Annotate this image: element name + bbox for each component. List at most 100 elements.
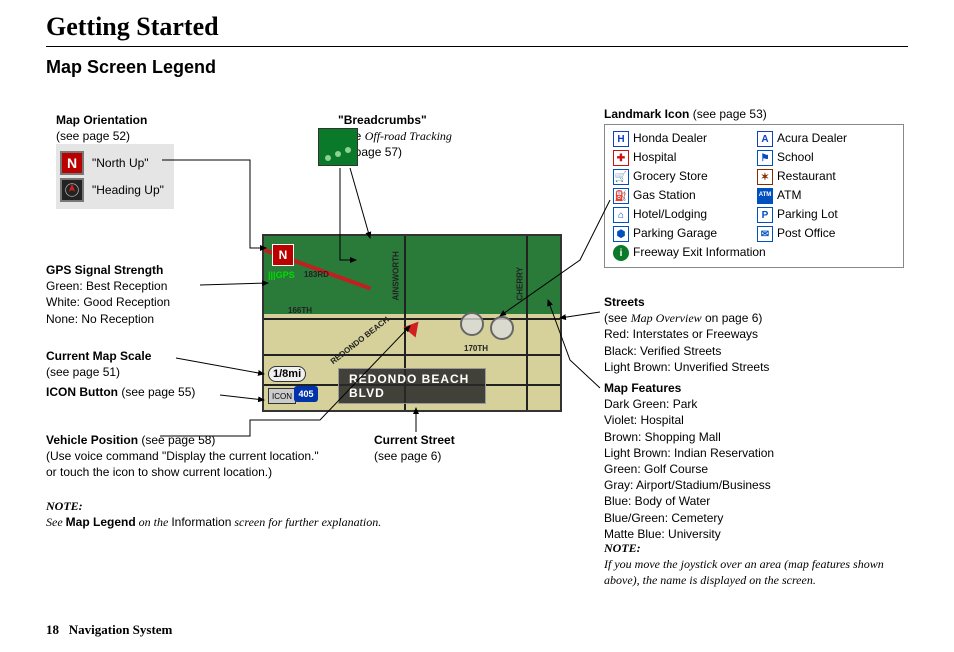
title-rule (46, 46, 908, 47)
gps-l3: None: No Reception (46, 311, 170, 327)
gps-l1: Green: Best Reception (46, 278, 170, 294)
hotel-icon: ⌂ (613, 207, 629, 223)
features-heading: Map Features (604, 380, 774, 396)
streets-heading: Streets (604, 294, 769, 310)
landmark-item: 🛒Grocery Store (613, 169, 751, 185)
landmark-label: Restaurant (777, 169, 836, 185)
hwy-shield: 405 (294, 386, 318, 402)
landmark-label: ATM (777, 188, 801, 204)
map-orientation-callout: Map Orientation (see page 52) (56, 112, 147, 144)
landmark-sub: (see page 53) (689, 107, 766, 121)
landmark-heading: Landmark Icon (604, 107, 689, 121)
hospital-icon: ✚ (613, 150, 629, 166)
landmark-label: School (777, 150, 814, 166)
streets-callout: Streets (see Map Overview on page 6) Red… (604, 294, 769, 375)
scale-heading: Current Map Scale (46, 349, 151, 363)
map-label: 183RD (304, 270, 329, 279)
landmark-item: ⚑School (757, 150, 895, 166)
feature-line: Dark Green: Park (604, 396, 774, 412)
landmark-item: ⌂Hotel/Lodging (613, 207, 751, 223)
map-poi-circle-1 (460, 312, 484, 336)
landmark-label: Parking Garage (633, 226, 717, 242)
feature-line: Gray: Airport/Stadium/Business (604, 477, 774, 493)
gas-icon: ⛽ (613, 188, 629, 204)
map-label: CHERRY (516, 267, 525, 300)
map-screenshot: N |||GPS 1/8mi ICON 405 183RD 166TH 170T… (262, 234, 562, 412)
atm-icon: ATM (757, 188, 773, 204)
page-footer: 18 Navigation System (46, 622, 172, 638)
map-north-icon: N (272, 244, 294, 266)
landmark-item: ATMATM (757, 188, 895, 204)
map-icon-button: ICON (268, 388, 296, 404)
map-street-v2 (526, 236, 528, 410)
note-right-text: If you move the joystick over an area (m… (604, 556, 904, 588)
current-street-sub: (see page 6) (374, 448, 455, 464)
map-orientation-heading: Map Orientation (56, 112, 147, 128)
landmark-item: HHonda Dealer (613, 131, 751, 147)
features-callout: Map Features Dark Green: ParkViolet: Hos… (604, 380, 774, 542)
feature-line: Violet: Hospital (604, 412, 774, 428)
grocery-icon: 🛒 (613, 169, 629, 185)
section-title: Map Screen Legend (0, 57, 954, 78)
current-street-heading: Current Street (374, 432, 455, 448)
heading-up-label: "Heading Up" (92, 183, 164, 197)
landmark-item: ✚Hospital (613, 150, 751, 166)
landmark-item: AAcura Dealer (757, 131, 895, 147)
streets-sub: (see Map Overview on page 6) (604, 310, 769, 326)
icon-button-sub: (see page 55) (118, 385, 195, 399)
vehicle-heading: Vehicle Position (46, 433, 138, 447)
landmark-label: Acura Dealer (777, 131, 847, 147)
map-label: REDONDO BEACH (329, 315, 391, 366)
vehicle-l2: or touch the icon to show current locati… (46, 464, 319, 480)
acura-icon: A (757, 131, 773, 147)
page-title: Getting Started (0, 0, 954, 46)
note-right: NOTE: If you move the joystick over an a… (604, 540, 904, 589)
feature-line: Brown: Shopping Mall (604, 429, 774, 445)
icon-button-heading: ICON Button (46, 385, 118, 399)
post-icon: ✉ (757, 226, 773, 242)
landmark-label: Parking Lot (777, 207, 838, 223)
feature-line: Green: Golf Course (604, 461, 774, 477)
garage-icon: ⬢ (613, 226, 629, 242)
map-street-h2 (264, 354, 560, 356)
note-left: NOTE: See Map Legend on the Information … (46, 498, 566, 530)
vehicle-callout: Vehicle Position (see page 58) (Use voic… (46, 432, 319, 481)
map-label: 166TH (288, 306, 312, 315)
map-scale-indicator: 1/8mi (268, 366, 306, 382)
breadcrumbs-heading: "Breadcrumbs" (338, 112, 452, 128)
breadcrumb-icon (318, 128, 358, 166)
landmark-label: Honda Dealer (633, 131, 707, 147)
landmark-item: ✶Restaurant (757, 169, 895, 185)
vehicle-l1: (Use voice command "Display the current … (46, 448, 319, 464)
streets-l1: Red: Interstates or Freeways (604, 326, 769, 342)
landmark-label: Grocery Store (633, 169, 708, 185)
streets-l2: Black: Verified Streets (604, 343, 769, 359)
scale-callout: Current Map Scale (see page 51) (46, 348, 151, 380)
landmark-label: Post Office (777, 226, 835, 242)
restaurant-icon: ✶ (757, 169, 773, 185)
current-street-bar: REDONDO BEACH BLVD (338, 368, 486, 404)
note-left-heading: NOTE: (46, 498, 566, 514)
school-icon: ⚑ (757, 150, 773, 166)
current-street-callout: Current Street (see page 6) (374, 432, 455, 464)
landmark-heading-callout: Landmark Icon (see page 53) (604, 106, 767, 122)
streets-l3: Light Brown: Unverified Streets (604, 359, 769, 375)
freeway-exit-icon: i (613, 245, 629, 261)
heading-up-row: "Heading Up" (60, 178, 164, 202)
orientation-box: N "North Up" "Heading Up" (56, 144, 174, 209)
map-label: 170TH (464, 344, 488, 353)
landmark-label: Hotel/Lodging (633, 207, 707, 223)
landmark-label: Gas Station (633, 188, 696, 204)
north-up-label: "North Up" (92, 156, 149, 170)
landmark-item: iFreeway Exit Information (613, 245, 895, 261)
landmark-item: ⛽Gas Station (613, 188, 751, 204)
map-orientation-sub: (see page 52) (56, 128, 147, 144)
note-right-heading: NOTE: (604, 540, 904, 556)
feature-line: Blue/Green: Cemetery (604, 510, 774, 526)
landmark-box: HHonda Dealer AAcura Dealer ✚Hospital ⚑Scho… (604, 124, 904, 268)
feature-line: Blue: Body of Water (604, 493, 774, 509)
north-up-icon: N (60, 151, 84, 175)
map-gps-indicator: |||GPS (268, 270, 295, 280)
scale-sub: (see page 51) (46, 365, 120, 379)
map-poi-circle-2 (490, 316, 514, 340)
